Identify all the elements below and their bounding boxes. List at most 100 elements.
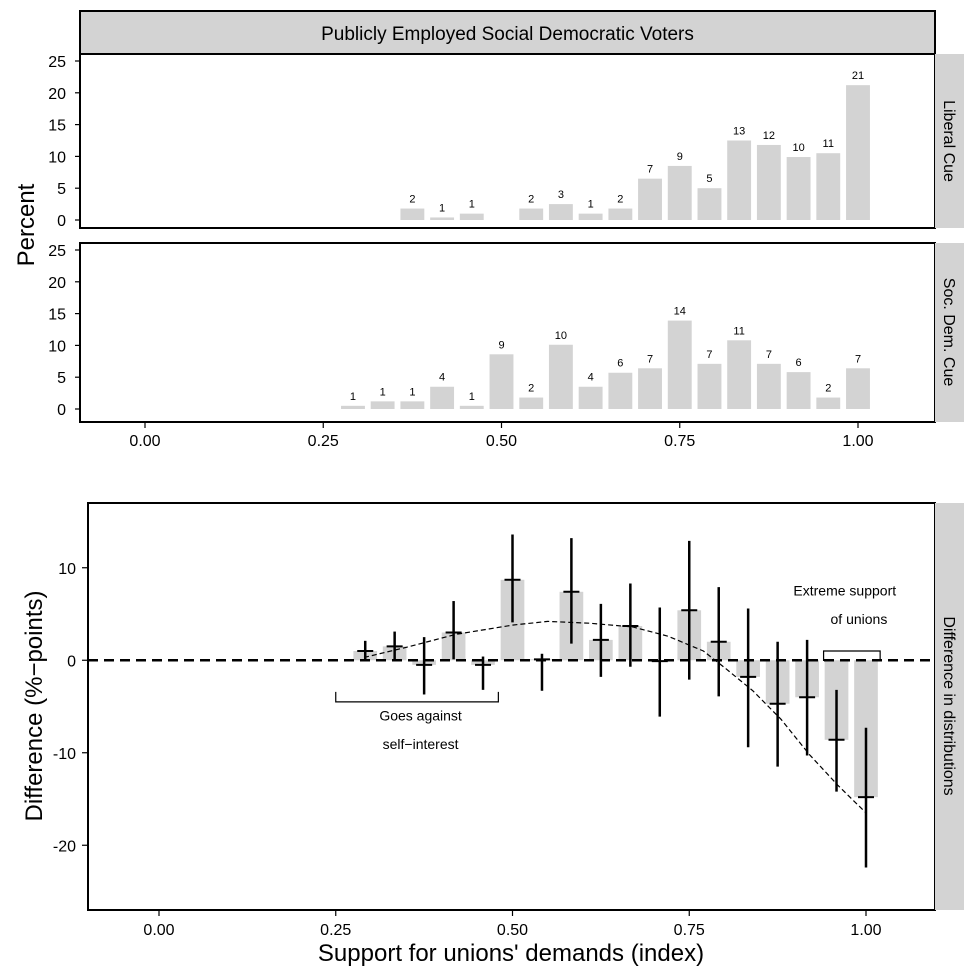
bar xyxy=(608,372,633,409)
data-label: 7 xyxy=(855,353,861,365)
y-tick-label: 0 xyxy=(57,402,66,419)
x-axis-label: Support for unions' demands (index) xyxy=(318,940,704,967)
data-label: 10 xyxy=(555,330,567,342)
bar xyxy=(400,208,425,220)
y-tick-label: 20 xyxy=(48,275,66,292)
annotation-text: Goes against xyxy=(379,707,462,723)
bar xyxy=(400,401,425,409)
bar xyxy=(727,340,752,409)
annotation-bracket xyxy=(822,650,881,661)
x-tick-label: 0.25 xyxy=(320,922,351,939)
data-label: 1 xyxy=(588,199,594,211)
data-label: 9 xyxy=(677,151,683,163)
data-label: 4 xyxy=(439,372,445,384)
data-label: 7 xyxy=(706,349,712,361)
side-strip xyxy=(935,503,964,910)
data-label: 13 xyxy=(733,126,745,138)
data-label: 12 xyxy=(763,130,775,142)
bar xyxy=(816,153,841,220)
y-tick-label: -10 xyxy=(53,746,76,763)
bar xyxy=(638,178,662,220)
bar xyxy=(608,208,633,220)
bar xyxy=(430,386,455,409)
y-tick-label: 5 xyxy=(57,181,66,198)
y-axis-label-top: Percent xyxy=(13,183,40,266)
data-label: 10 xyxy=(792,142,804,154)
data-label: 1 xyxy=(439,202,445,214)
data-label: 9 xyxy=(498,339,504,351)
bar xyxy=(667,320,692,409)
x-tick-label: 1.00 xyxy=(850,922,881,939)
y-tick-label: 20 xyxy=(48,86,66,103)
data-label: 6 xyxy=(617,358,623,370)
data-label: 2 xyxy=(825,383,831,395)
strip-label-socdem: Soc. Dem. Cue xyxy=(940,278,957,387)
data-label: 1 xyxy=(469,391,475,403)
data-label: 7 xyxy=(647,164,653,176)
data-label: 2 xyxy=(617,194,623,206)
y-tick-label: 25 xyxy=(48,54,66,71)
chart-title: Publicly Employed Social Democratic Vote… xyxy=(321,24,694,45)
bar xyxy=(638,368,662,409)
bar xyxy=(548,204,573,220)
y-tick-label: 25 xyxy=(48,243,66,260)
bar xyxy=(519,208,544,220)
y-tick-label: 15 xyxy=(48,118,66,135)
x-tick-label: 0.75 xyxy=(664,433,695,450)
bar xyxy=(578,386,603,409)
bar xyxy=(697,363,722,409)
x-tick-label: 0.50 xyxy=(486,433,517,450)
y-tick-label: 0 xyxy=(67,653,76,670)
data-label: 1 xyxy=(469,199,475,211)
data-label: 11 xyxy=(823,138,834,150)
x-tick-label: 0.00 xyxy=(143,922,174,939)
bar xyxy=(578,213,603,220)
x-tick-label: 0.75 xyxy=(674,922,705,939)
smoother-line xyxy=(363,620,867,814)
bar xyxy=(341,405,365,409)
strip-label-liberal: Liberal Cue xyxy=(940,100,957,182)
bar xyxy=(786,157,811,220)
data-label: 2 xyxy=(528,194,534,206)
annotation-text: of unions xyxy=(831,611,888,627)
bar xyxy=(430,217,455,220)
y-tick-label: 10 xyxy=(48,149,66,166)
data-label: 2 xyxy=(528,383,534,395)
y-tick-label: -20 xyxy=(53,838,76,855)
bar xyxy=(786,372,811,409)
bar xyxy=(489,354,514,409)
data-label: 21 xyxy=(852,70,864,82)
bar xyxy=(846,85,870,220)
side-strip xyxy=(935,243,964,422)
data-label: 7 xyxy=(647,353,653,365)
data-label: 1 xyxy=(409,386,415,398)
panel-difference: Difference in distributions Support for … xyxy=(21,502,964,967)
annotation-text: self−interest xyxy=(383,736,459,752)
bar xyxy=(459,405,484,409)
bar xyxy=(697,188,722,220)
data-label: 3 xyxy=(558,189,564,201)
bar xyxy=(727,140,752,220)
bar xyxy=(846,368,870,409)
bar xyxy=(370,401,395,409)
bar xyxy=(756,363,781,409)
annotation-text: Extreme support xyxy=(793,583,896,599)
panel-liberal-cue: Publicly Employed Social Democratic Vote… xyxy=(48,10,964,230)
y-tick-label: 10 xyxy=(48,338,66,355)
x-tick-label: 0.50 xyxy=(497,922,528,939)
title-strip xyxy=(79,10,936,55)
side-strip xyxy=(935,54,964,228)
data-label: 6 xyxy=(796,357,802,369)
strip-label-difference: Difference in distributions xyxy=(940,616,957,795)
bar xyxy=(816,397,841,409)
y-tick-label: 15 xyxy=(48,307,66,324)
data-label: 1 xyxy=(350,391,356,403)
data-label: 5 xyxy=(706,173,712,185)
annotation-bracket xyxy=(335,691,499,703)
y-tick-label: 10 xyxy=(58,561,76,578)
y-tick-label: 0 xyxy=(57,213,66,230)
data-label: 2 xyxy=(409,194,415,206)
data-label: 1 xyxy=(380,386,386,398)
